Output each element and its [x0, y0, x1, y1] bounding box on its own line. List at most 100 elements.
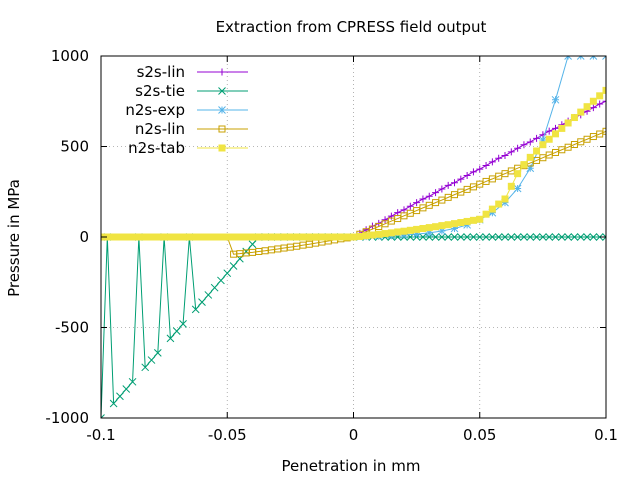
data-point [469, 216, 477, 224]
legend-label: s2s-lin [137, 63, 185, 81]
data-point [381, 216, 389, 224]
data-point [552, 130, 559, 138]
data-point [179, 320, 187, 328]
data-point [564, 233, 572, 241]
data-point [463, 171, 471, 179]
data-point [274, 233, 282, 241]
data-point [293, 233, 301, 241]
data-point [204, 291, 213, 299]
legend-entry-n2s-lin: n2s-lin [135, 120, 248, 138]
data-point [356, 232, 364, 240]
data-point [482, 162, 490, 170]
data-point [501, 195, 509, 203]
data-point [457, 219, 465, 227]
data-point [495, 154, 503, 162]
data-point [431, 233, 440, 241]
data-point [469, 168, 477, 176]
data-point [116, 392, 124, 401]
chart-title: Extraction from CPRESS field output [216, 18, 487, 36]
data-point [482, 233, 490, 241]
data-point [501, 152, 509, 160]
data-point [218, 125, 226, 133]
data-point [128, 377, 137, 386]
data-point [129, 233, 137, 241]
data-point [583, 233, 591, 241]
data-point [507, 182, 515, 190]
data-point [450, 233, 459, 241]
data-point [406, 226, 414, 234]
legend-entry-n2s-tab: n2s-tab [128, 139, 248, 157]
data-point [570, 233, 579, 241]
data-point [218, 106, 226, 114]
data-point [595, 233, 604, 241]
legend-label: n2s-tab [128, 139, 185, 157]
data-point [223, 233, 231, 241]
data-point [179, 233, 187, 241]
data-point [211, 233, 219, 241]
data-point [331, 233, 339, 241]
data-point [482, 210, 490, 218]
data-point [166, 233, 174, 241]
data-point [514, 144, 522, 152]
data-point [419, 195, 427, 203]
data-point [135, 233, 143, 241]
data-point [192, 233, 200, 241]
data-point [602, 86, 606, 94]
data-point [494, 233, 503, 241]
data-point [198, 233, 206, 241]
data-point [381, 230, 389, 238]
x-tick-label: -0.1 [86, 426, 115, 444]
plot-area [101, 56, 606, 418]
y-tick-label: 0 [79, 228, 89, 246]
data-point [432, 223, 440, 231]
data-point [299, 233, 307, 241]
data-point [539, 233, 547, 241]
data-point [217, 276, 225, 285]
x-axis-label: Penetration in mm [282, 457, 421, 475]
data-point [438, 185, 446, 193]
data-point [488, 233, 497, 241]
x-tick-label: 0 [349, 426, 359, 444]
data-point [387, 212, 395, 220]
data-point [488, 158, 496, 166]
data-point [507, 233, 516, 241]
data-point [286, 233, 294, 241]
data-point [160, 233, 168, 241]
data-point [438, 233, 446, 241]
series-line [101, 100, 606, 238]
series-n2s-tab [101, 86, 606, 241]
data-point [362, 232, 370, 240]
data-point [394, 209, 402, 217]
data-point [495, 200, 503, 208]
data-point [267, 233, 275, 241]
data-point [191, 305, 200, 314]
data-point [570, 114, 578, 122]
data-point [218, 144, 226, 152]
data-point [147, 356, 156, 364]
data-point [526, 233, 535, 241]
data-point [451, 220, 458, 228]
data-point [577, 108, 585, 116]
data-point [166, 334, 175, 343]
data-point [413, 199, 421, 207]
data-point [198, 298, 206, 307]
y-tick-label: -500 [55, 319, 89, 337]
data-point [532, 233, 541, 241]
data-point [557, 233, 566, 241]
data-point [242, 247, 251, 256]
legend-label: s2s-tie [135, 82, 185, 100]
data-point [122, 385, 131, 393]
data-point [451, 179, 458, 187]
data-point [539, 136, 547, 144]
data-point [172, 327, 181, 335]
data-point [153, 348, 162, 357]
data-point [596, 92, 604, 100]
legend-entry-s2s-lin: s2s-lin [137, 63, 248, 81]
data-point [394, 228, 402, 236]
data-point [350, 233, 357, 241]
data-point [551, 233, 560, 241]
data-point [375, 230, 383, 238]
data-point [406, 202, 414, 210]
